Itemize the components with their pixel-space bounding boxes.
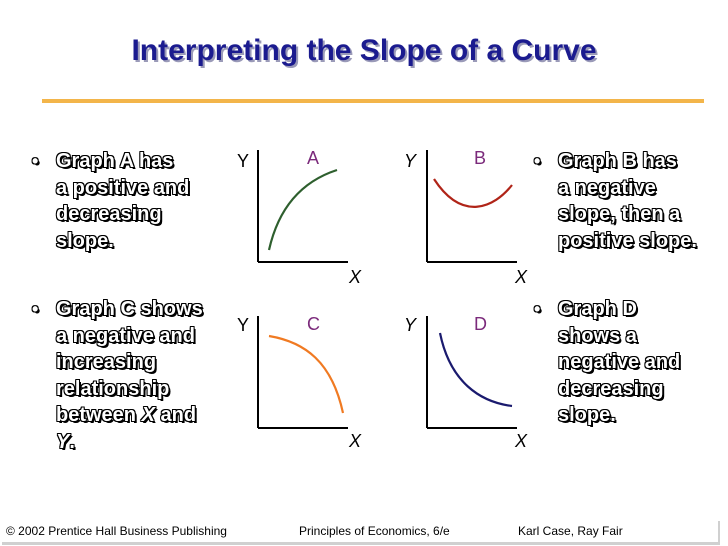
bullet-line: Graph A has bbox=[56, 150, 174, 172]
graph-b-x-label: X bbox=[514, 267, 528, 287]
graph-c-curve bbox=[268, 334, 345, 414]
graph-c-label: C bbox=[307, 314, 320, 334]
bullet-line: a negative bbox=[558, 176, 656, 199]
graph-d: Y X D bbox=[404, 314, 528, 451]
graph-a: Y X A bbox=[237, 148, 362, 287]
graph-b-curve bbox=[433, 178, 513, 208]
graph-a-y-label: Y bbox=[237, 151, 249, 171]
footer-bar bbox=[0, 518, 718, 542]
bullet-graph-b: • Graph B has a negative slope, then a p… bbox=[534, 148, 697, 254]
graph-d-curve bbox=[438, 332, 513, 408]
bullet-text: a negative and bbox=[56, 324, 195, 347]
bullet-text: and bbox=[154, 404, 197, 426]
bullet-line: increasing bbox=[56, 349, 203, 376]
bullet-line: negative and bbox=[558, 351, 681, 373]
bullet-text: relationship bbox=[56, 377, 170, 400]
bullet-text: increasing bbox=[56, 351, 157, 373]
graph-d-y-label: Y bbox=[404, 315, 418, 335]
graph-b-label: B bbox=[474, 148, 486, 168]
bullet-graph-c: • Graph C shows a negative and increasin… bbox=[32, 296, 203, 456]
bullet-text: . bbox=[69, 430, 75, 453]
bullet-line: Graph C shows bbox=[56, 296, 203, 323]
bullet-line: shows a bbox=[558, 324, 637, 347]
bullet-text-italic: Y bbox=[56, 430, 70, 453]
bullet-line: decreasing bbox=[558, 377, 664, 400]
footer-authors: Karl Case, Ray Fair bbox=[518, 524, 623, 538]
slide-title: Interpreting the Slope of a Curve bbox=[131, 34, 597, 67]
bullet-text-italic: X bbox=[141, 404, 155, 426]
graph-a-x-label: X bbox=[348, 267, 362, 287]
bullet-graph-d: • Graph D shows a negative and decreasin… bbox=[534, 296, 681, 429]
footer-copyright: © 2002 Prentice Hall Business Publishing bbox=[6, 524, 227, 538]
bullet-line: Graph B has bbox=[558, 150, 677, 172]
bullet-graph-a: • Graph A has a positive and decreasing … bbox=[32, 148, 190, 254]
bullet-line: a negative and bbox=[56, 323, 203, 350]
bullet-line: decreasing bbox=[56, 203, 162, 225]
graph-c-x-label: X bbox=[348, 431, 362, 451]
graph-b: Y X B bbox=[404, 148, 528, 287]
graph-d-label: D bbox=[474, 314, 487, 334]
graph-d-x-label: X bbox=[514, 431, 528, 451]
graph-a-curve bbox=[267, 168, 338, 251]
bullet-line: positive slope. bbox=[558, 229, 697, 252]
bullet-dot: • bbox=[32, 151, 39, 171]
graph-c-y-label: Y bbox=[237, 315, 249, 335]
bullet-line: Graph D bbox=[558, 298, 637, 320]
bullet-line: slope. bbox=[56, 229, 114, 252]
bullet-text: between bbox=[56, 404, 142, 426]
bullet-line: between X and bbox=[56, 402, 203, 429]
bullet-line: Y. bbox=[56, 429, 203, 456]
footer-book-title: Principles of Economics, 6/e bbox=[299, 524, 450, 538]
bullet-text: Graph C shows bbox=[56, 298, 203, 320]
graph-c: Y X C bbox=[237, 314, 362, 451]
bullet-line: slope. bbox=[558, 404, 616, 426]
bullet-dot: • bbox=[534, 299, 541, 319]
title-underline bbox=[42, 99, 704, 103]
bullet-line: relationship bbox=[56, 376, 203, 403]
bullet-dot: • bbox=[32, 299, 39, 319]
bullet-line: a positive and bbox=[56, 176, 190, 199]
bullet-dot: • bbox=[534, 151, 541, 171]
graph-b-y-label: Y bbox=[404, 151, 418, 171]
bullet-line: slope, then a bbox=[558, 203, 681, 225]
graph-a-label: A bbox=[307, 148, 319, 168]
